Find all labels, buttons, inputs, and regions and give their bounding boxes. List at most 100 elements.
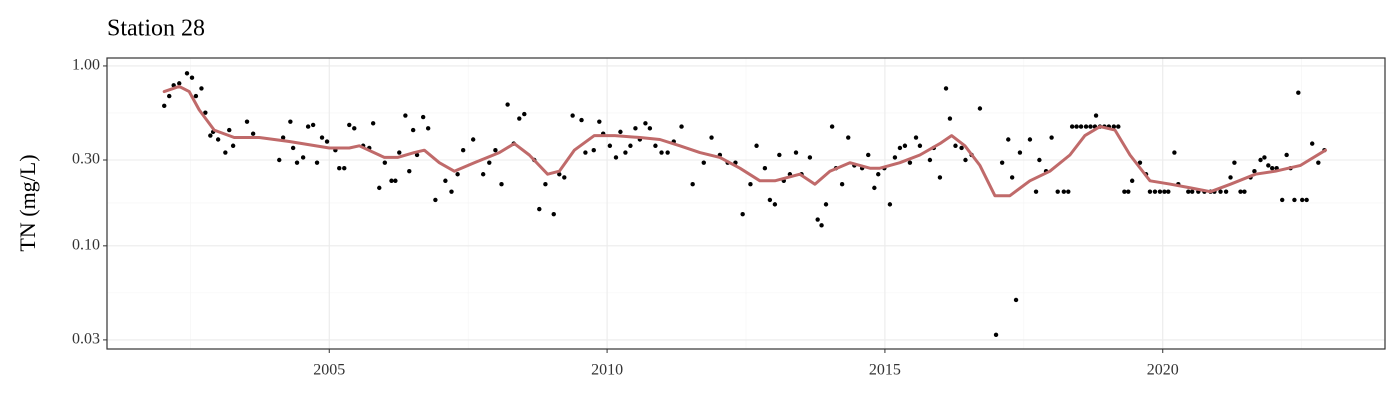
data-point	[277, 157, 282, 163]
data-point	[643, 121, 648, 126]
data-point	[1152, 189, 1158, 194]
data-point	[647, 126, 653, 131]
y-tick-label: 0.30	[72, 151, 100, 168]
data-point	[537, 206, 542, 212]
data-point	[1166, 189, 1171, 194]
data-point	[208, 133, 213, 138]
data-point	[829, 124, 835, 129]
data-point	[1017, 150, 1023, 155]
data-point	[230, 143, 236, 148]
data-point	[1049, 135, 1054, 140]
data-point	[280, 135, 286, 140]
data-point	[1088, 124, 1093, 129]
data-point	[1189, 189, 1195, 194]
data-point	[1304, 197, 1309, 203]
data-point	[993, 332, 999, 338]
data-point	[433, 197, 438, 203]
data-point	[1111, 124, 1117, 129]
data-point	[887, 202, 893, 207]
data-point	[1292, 197, 1297, 203]
data-point	[1055, 189, 1060, 194]
x-tick-label: 2020	[1147, 362, 1179, 379]
data-point	[690, 182, 695, 187]
data-point	[591, 148, 596, 153]
data-point	[314, 160, 320, 165]
chart-title: Station 28	[107, 16, 205, 42]
data-point	[1252, 168, 1257, 174]
data-point	[740, 211, 745, 217]
data-point	[807, 155, 813, 160]
data-point	[562, 175, 567, 180]
data-point	[470, 137, 476, 142]
data-point	[1122, 189, 1127, 194]
data-point	[449, 189, 454, 194]
data-point	[623, 150, 628, 155]
data-point	[1316, 160, 1321, 165]
data-point	[1013, 297, 1019, 303]
data-point	[793, 150, 799, 155]
y-tick-label: 1.00	[72, 57, 100, 74]
data-point	[937, 175, 943, 180]
data-point	[897, 145, 903, 151]
data-point	[352, 126, 357, 131]
data-point	[1006, 137, 1011, 142]
x-tick-label: 2010	[591, 362, 623, 379]
data-point	[999, 160, 1005, 165]
data-point	[1262, 155, 1267, 160]
data-point	[319, 135, 325, 140]
data-point	[977, 106, 983, 111]
data-point	[557, 172, 562, 177]
x-tick-label: 2005	[313, 362, 345, 379]
data-point	[927, 157, 933, 163]
data-point	[167, 93, 172, 99]
y-axis-label: TN (mg/L)	[15, 154, 40, 251]
data-point	[665, 150, 670, 155]
data-point	[777, 152, 782, 158]
data-point	[959, 145, 964, 151]
data-point	[902, 143, 908, 148]
data-point	[907, 160, 913, 165]
data-point	[754, 143, 759, 148]
data-point	[613, 155, 619, 160]
data-point	[403, 113, 408, 118]
data-point	[583, 150, 588, 155]
data-point	[762, 166, 768, 171]
data-point	[1093, 113, 1099, 118]
data-point	[1033, 189, 1039, 194]
data-point	[543, 182, 548, 187]
data-point	[551, 211, 556, 217]
data-point	[1242, 189, 1247, 194]
data-point	[505, 102, 510, 107]
data-point	[1078, 124, 1084, 129]
data-point	[1300, 197, 1305, 203]
data-point	[215, 137, 221, 142]
data-point	[772, 202, 778, 207]
y-tick-label: 0.10	[72, 237, 100, 254]
data-point	[1116, 124, 1121, 129]
data-point	[579, 117, 584, 123]
data-point	[443, 178, 448, 183]
data-point	[1228, 175, 1233, 180]
data-point	[1066, 189, 1071, 194]
plot-border	[106, 57, 1386, 350]
data-point	[223, 150, 228, 155]
data-point	[342, 166, 347, 171]
data-point	[653, 143, 658, 148]
data-point	[1232, 160, 1237, 165]
data-point	[1061, 189, 1067, 194]
data-point	[709, 135, 714, 140]
data-point	[414, 152, 420, 158]
data-point	[389, 178, 394, 183]
data-point	[953, 143, 958, 148]
data-point	[892, 155, 898, 160]
data-point	[767, 197, 773, 203]
data-point	[410, 127, 416, 133]
data-point	[872, 185, 877, 191]
data-point	[1069, 124, 1075, 129]
data-point	[162, 103, 167, 109]
data-point	[1083, 124, 1089, 129]
data-point	[1172, 150, 1177, 155]
data-point	[618, 129, 623, 135]
data-point	[244, 119, 250, 124]
